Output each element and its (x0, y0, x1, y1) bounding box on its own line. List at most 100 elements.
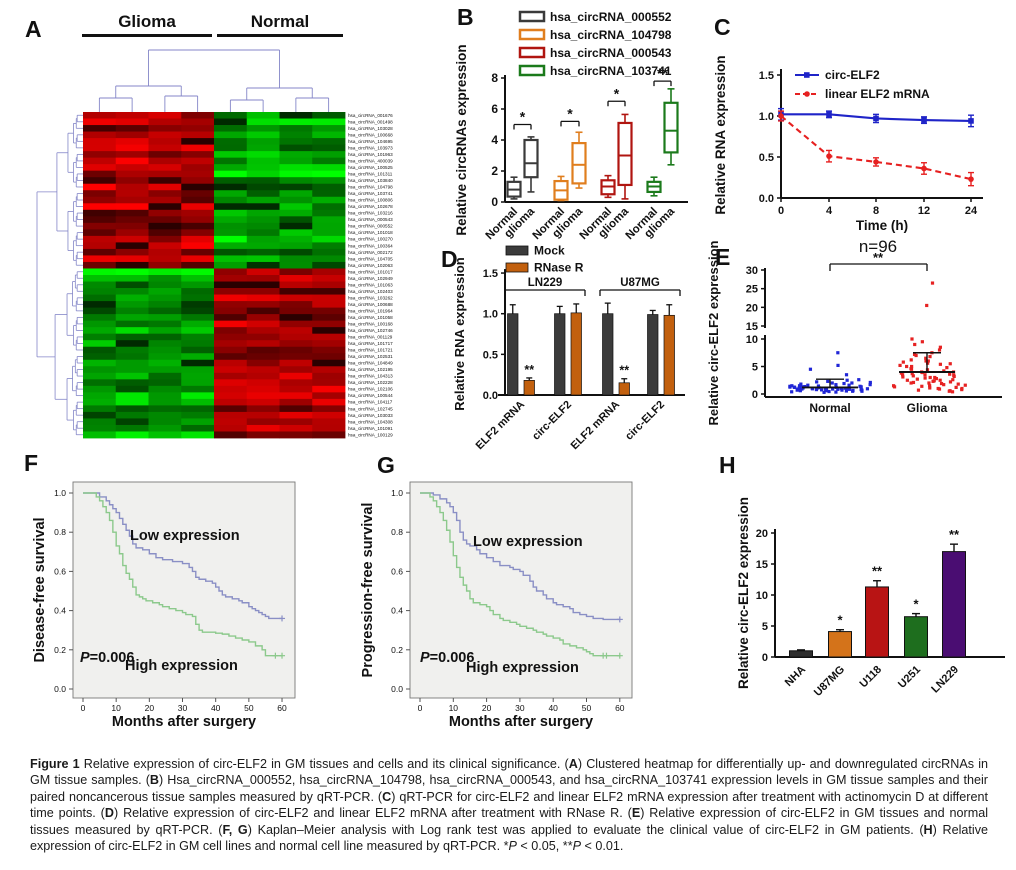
svg-text:Months after surgery: Months after surgery (449, 714, 593, 730)
svg-text:0.2: 0.2 (391, 645, 403, 655)
svg-text:linear ELF2 mRNA: linear ELF2 mRNA (825, 87, 930, 101)
svg-text:U251: U251 (896, 664, 923, 691)
svg-text:Relative RNA expression: Relative RNA expression (452, 257, 467, 410)
svg-text:RNase R: RNase R (534, 261, 584, 275)
svg-text:0.8: 0.8 (54, 527, 66, 537)
svg-text:0.5: 0.5 (759, 152, 774, 164)
svg-text:0.0: 0.0 (54, 684, 66, 694)
svg-text:5: 5 (752, 362, 758, 374)
svg-text:Normal: Normal (809, 401, 850, 415)
caption-segment: P (508, 839, 517, 854)
svg-text:40: 40 (548, 703, 558, 713)
svg-text:1.5: 1.5 (759, 70, 774, 82)
low-expression-curve (420, 492, 620, 621)
caption-segment: ) Hsa_circRNA_000552, hsa_circRNA_104798… (30, 773, 988, 804)
svg-text:10: 10 (756, 590, 768, 602)
caption-segment: Relative expression of circ-ELF2 in GM t… (79, 757, 569, 771)
svg-text:40: 40 (211, 703, 221, 713)
panel-b-boxplot: hsa_circRNA_000552 hsa_circRNA_104798 hsa_… (454, 10, 688, 242)
svg-text:hsa_circRNA_103033: hsa_circRNA_103033 (348, 413, 393, 418)
svg-text:15: 15 (756, 559, 768, 571)
svg-text:0: 0 (418, 703, 423, 713)
svg-text:2: 2 (491, 164, 498, 178)
svg-text:hsa_circRNA_102403: hsa_circRNA_102403 (348, 289, 393, 294)
svg-text:Progression-free survival: Progression-free survival (360, 503, 376, 678)
svg-text:1.0: 1.0 (391, 488, 403, 498)
panel-d-label: D (441, 246, 458, 272)
svg-text:**: ** (873, 250, 884, 265)
panel-a-label: A (25, 16, 42, 42)
caption-segment: Figure 1 (30, 757, 80, 771)
svg-text:hsa_circRNA_104798: hsa_circRNA_104798 (550, 28, 672, 42)
caption-segment: ) Kaplan–Meier analysis with Log rank te… (247, 822, 924, 837)
svg-text:Relative circ-ELF2 expression: Relative circ-ELF2 expression (706, 240, 721, 425)
svg-text:*: * (614, 85, 620, 101)
svg-text:20: 20 (482, 703, 492, 713)
panel-c-linechart: 0.0 0.5 1.0 1.5 0 4 8 12 24 Relative RNA expressi… (713, 55, 983, 233)
svg-text:Mock: Mock (534, 244, 565, 258)
svg-text:Relative circRNAs expression: Relative circRNAs expression (454, 44, 469, 235)
svg-text:1.5: 1.5 (483, 268, 498, 280)
svg-text:hsa_circRNA_100270: hsa_circRNA_100270 (348, 237, 393, 242)
svg-text:hsa_circRNA_101963: hsa_circRNA_101963 (348, 152, 393, 157)
svg-text:hsa_circRNA_000552: hsa_circRNA_000552 (348, 224, 393, 229)
svg-text:60: 60 (615, 703, 625, 713)
svg-text:30: 30 (746, 265, 758, 277)
svg-text:5: 5 (762, 621, 768, 633)
svg-text:hsa_circRNA_000543: hsa_circRNA_000543 (348, 217, 393, 222)
svg-text:hsa_circRNA_104117: hsa_circRNA_104117 (348, 400, 393, 405)
svg-text:U87MG: U87MG (620, 277, 660, 289)
svg-text:hsa_circRNA_001676: hsa_circRNA_001676 (348, 113, 393, 118)
panel-e-scatter: 15 20 25 30 0 5 10 Relative circ-ELF2 expressio… (706, 237, 1002, 425)
panel-f-km-plot: 0.0 0.2 0.4 0.6 0.8 1.0 0 10 20 30 40 50 60 Months af… (32, 481, 296, 730)
svg-text:Time (h): Time (h) (856, 218, 908, 233)
svg-text:hsa_circRNA_104313: hsa_circRNA_104313 (348, 374, 393, 379)
svg-text:hsa_circRNA_100668: hsa_circRNA_100668 (348, 132, 393, 137)
svg-text:hsa_circRNA_102745: hsa_circRNA_102745 (348, 406, 393, 411)
svg-text:P=0.006: P=0.006 (80, 650, 134, 666)
svg-text:hsa_circRNA_101091: hsa_circRNA_101091 (348, 426, 393, 431)
svg-text:0: 0 (762, 652, 768, 664)
svg-text:*: * (520, 109, 526, 125)
caption-segment: H (923, 822, 933, 837)
svg-text:hsa_circRNA_103973: hsa_circRNA_103973 (348, 145, 393, 150)
svg-text:n=96: n=96 (859, 237, 897, 256)
svg-text:4: 4 (491, 133, 498, 147)
svg-text:Low expression: Low expression (130, 528, 240, 544)
panel-h-label: H (719, 452, 736, 478)
caption-segment: A (568, 757, 578, 771)
panel-b-label: B (457, 4, 474, 30)
svg-text:hsa_circRNA_000552: hsa_circRNA_000552 (550, 10, 672, 24)
svg-text:0: 0 (752, 389, 758, 401)
svg-text:1.0: 1.0 (483, 309, 498, 321)
svg-text:0.0: 0.0 (483, 390, 498, 402)
svg-text:hsa_circRNA_103216: hsa_circRNA_103216 (348, 211, 393, 216)
normal-underline (217, 34, 343, 37)
low-expression-curve (83, 492, 283, 620)
svg-text:hsa_circRNA_102678: hsa_circRNA_102678 (348, 204, 393, 209)
high-expression-curve (83, 492, 283, 657)
svg-text:10: 10 (111, 703, 121, 713)
svg-text:Disease-free survival: Disease-free survival (32, 517, 48, 662)
box-series (506, 88, 679, 202)
panel-g-km-plot: 0.0 0.2 0.4 0.6 0.8 1.0 0 10 20 30 40 50 60 Months af… (360, 481, 633, 730)
svg-text:hsa_circRNA_102063: hsa_circRNA_102063 (348, 263, 393, 268)
svg-text:hsa_circRNA_100806: hsa_circRNA_100806 (348, 198, 393, 203)
panel-f-label: F (24, 450, 39, 476)
svg-text:8: 8 (873, 205, 879, 217)
svg-text:*: * (913, 597, 919, 612)
svg-text:hsa_circRNA_102106: hsa_circRNA_102106 (348, 387, 393, 392)
row-dendrogram (36, 114, 83, 436)
svg-text:**: ** (619, 364, 629, 378)
svg-text:hsa_circRNA_400039: hsa_circRNA_400039 (348, 159, 393, 164)
svg-text:hsa_circRNA_002172: hsa_circRNA_002172 (348, 250, 393, 255)
svg-text:hsa_circRNA_100168: hsa_circRNA_100168 (348, 322, 393, 327)
svg-text:hsa_circRNA_101018: hsa_circRNA_101018 (348, 230, 393, 235)
series-linear-elf2-mrna (778, 110, 974, 187)
svg-text:0.4: 0.4 (54, 606, 66, 616)
svg-text:hsa_circRNA_103741: hsa_circRNA_103741 (550, 64, 672, 78)
svg-text:hsa_circRNA_104308: hsa_circRNA_104308 (348, 419, 393, 424)
svg-text:15: 15 (746, 321, 758, 333)
